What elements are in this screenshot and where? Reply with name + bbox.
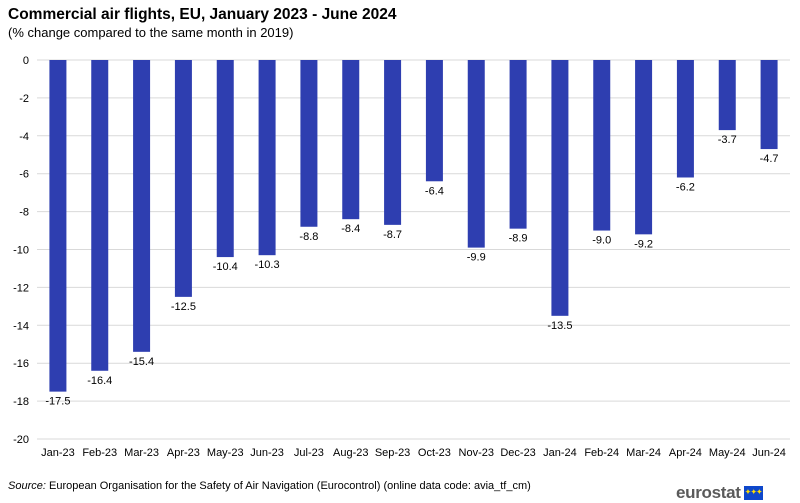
data-label: -9.2 (634, 238, 653, 250)
x-tick-label: Jul-23 (294, 447, 324, 459)
y-tick-label: -20 (13, 434, 29, 446)
x-tick-label: Dec-23 (500, 447, 535, 459)
bar (342, 60, 360, 220)
x-tick-label: Apr-24 (669, 447, 702, 459)
data-label: -6.4 (425, 185, 444, 197)
data-label: -3.7 (718, 134, 737, 146)
source-label: Source: (8, 480, 46, 492)
bar (676, 60, 694, 178)
data-label: -9.0 (592, 235, 611, 247)
y-tick-label: -14 (13, 320, 29, 332)
x-tick-label: Sep-23 (375, 447, 410, 459)
x-tick-label: Nov-23 (459, 447, 494, 459)
bar (384, 60, 402, 225)
bar (593, 60, 611, 231)
bar-chart: 0 -2 -4 -6 -8 -10 -12 -14 -16 -18 -20 -17.5 Jan-23 -1… (13, 55, 790, 459)
y-tick-label: -10 (13, 245, 29, 257)
data-label: -17.5 (45, 396, 70, 408)
chart-title: Commercial air flights, EU, January 2023… (8, 6, 397, 23)
source-note: Source: European Organisation for the Sa… (8, 480, 531, 492)
y-tick-label: -6 (19, 169, 29, 181)
y-tick-label: 0 (23, 55, 29, 67)
x-tick-label: Feb-23 (82, 447, 117, 459)
x-tick-label: Jun-23 (250, 447, 284, 459)
bar (635, 60, 653, 235)
bar (133, 60, 151, 352)
x-tick-label: Mar-23 (124, 447, 159, 459)
eu-flag-icon: ✦✦✦ (743, 486, 763, 500)
x-tick-label: Feb-24 (584, 447, 619, 459)
x-tick-label: Jan-23 (41, 447, 75, 459)
bar (300, 60, 318, 227)
data-label: -4.7 (760, 153, 779, 165)
x-tick-label: Jan-24 (543, 447, 577, 459)
data-label: -8.8 (299, 231, 318, 243)
data-label: -8.7 (383, 229, 402, 241)
data-label: -9.9 (467, 252, 486, 264)
eurostat-logo[interactable]: eurostat ✦✦✦ (676, 483, 763, 503)
x-tick-label: May-23 (207, 447, 244, 459)
y-tick-label: -16 (13, 358, 29, 370)
logo-text: eurostat (676, 483, 741, 502)
data-label: -12.5 (171, 301, 196, 313)
chart-subtitle: (% change compared to the same month in … (8, 25, 294, 40)
x-tick-label: Oct-23 (418, 447, 451, 459)
data-label: -15.4 (129, 356, 154, 368)
data-label: -16.4 (87, 375, 112, 387)
data-label: -10.4 (213, 261, 238, 273)
y-tick-label: -12 (13, 282, 29, 294)
data-label: -13.5 (547, 320, 572, 332)
x-tick-label: Jun-24 (752, 447, 786, 459)
y-tick-label: -18 (13, 396, 29, 408)
y-tick-label: -2 (19, 93, 29, 105)
data-label: -8.9 (509, 233, 528, 245)
x-tick-label: May-24 (709, 447, 746, 459)
bar (551, 60, 569, 316)
bar (258, 60, 276, 256)
y-tick-label: -8 (19, 207, 29, 219)
bar (174, 60, 192, 297)
bar (718, 60, 736, 131)
bar (760, 60, 778, 150)
bar (49, 60, 67, 392)
data-label: -6.2 (676, 181, 695, 193)
x-tick-label: Mar-24 (626, 447, 661, 459)
data-label: -10.3 (255, 259, 280, 271)
bar (509, 60, 527, 229)
bar (216, 60, 234, 258)
bar (91, 60, 109, 371)
y-tick-label: -4 (19, 131, 29, 143)
bar (425, 60, 443, 182)
x-tick-label: Aug-23 (333, 447, 368, 459)
data-label: -8.4 (341, 223, 360, 235)
source-text: European Organisation for the Safety of … (48, 480, 531, 492)
bar (467, 60, 485, 248)
x-tick-label: Apr-23 (167, 447, 200, 459)
